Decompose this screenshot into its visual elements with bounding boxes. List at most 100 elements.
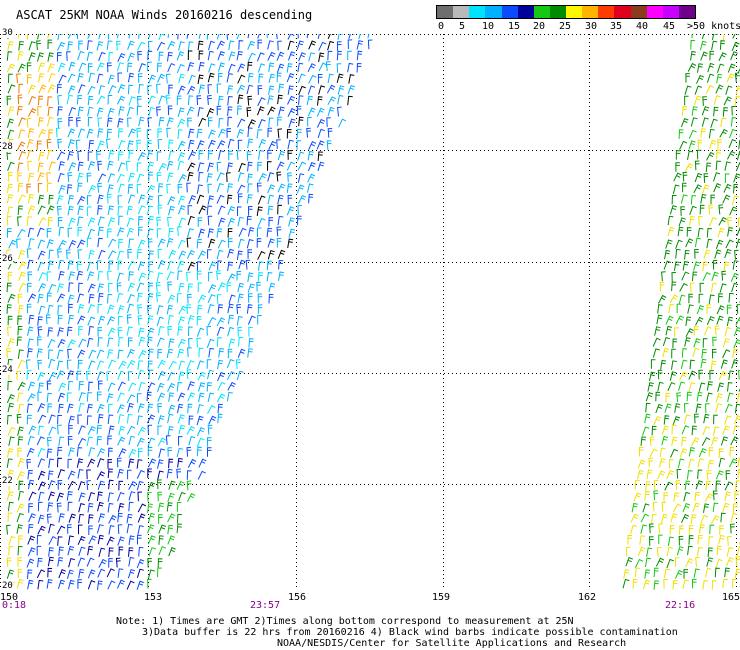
wind-barb	[47, 84, 56, 94]
wind-barb	[78, 492, 86, 502]
wind-barb	[226, 172, 231, 183]
wind-barb	[671, 281, 677, 292]
wind-barb	[137, 292, 143, 303]
wind-barb	[696, 546, 703, 557]
wind-barb	[675, 248, 681, 259]
wind-barb	[734, 415, 740, 425]
wind-barb	[16, 471, 25, 481]
wind-barb	[156, 305, 164, 315]
wind-barb	[176, 95, 182, 106]
wind-barb	[206, 34, 209, 40]
wind-barb	[688, 535, 694, 545]
wind-barb	[695, 403, 702, 414]
wind-barb	[78, 513, 85, 524]
wind-barb	[27, 84, 36, 94]
wind-barb	[697, 63, 703, 73]
wind-barb	[653, 567, 659, 578]
wind-barb	[227, 326, 235, 337]
wind-barb	[704, 493, 714, 503]
wind-barb	[297, 173, 305, 183]
wind-barb	[118, 425, 126, 436]
wind-barb	[88, 139, 95, 150]
wind-barb	[66, 326, 73, 337]
wind-barb	[198, 382, 206, 392]
wind-barb	[127, 72, 135, 83]
wind-barb	[168, 360, 177, 370]
wind-barb	[67, 470, 76, 480]
wind-barb	[238, 336, 244, 347]
wind-barb	[107, 228, 112, 239]
wind-barb	[86, 172, 92, 183]
wind-barb	[651, 425, 657, 436]
wind-barb	[198, 347, 204, 358]
wind-barb	[711, 34, 718, 41]
wind-barb	[188, 338, 193, 348]
wind-barb	[127, 303, 134, 314]
wind-barb	[128, 149, 134, 160]
wind-barb	[297, 151, 305, 161]
wind-barb	[207, 162, 214, 172]
wind-barb	[236, 316, 243, 326]
wind-barb	[695, 556, 700, 567]
wind-barb	[206, 173, 213, 183]
wind-barb	[227, 248, 235, 259]
wind-barb	[665, 239, 673, 249]
wind-barb	[683, 491, 691, 502]
wind-barb	[127, 128, 136, 138]
wind-barb	[731, 41, 740, 51]
wind-barb	[688, 525, 694, 535]
wind-barb	[714, 249, 722, 259]
wind-barb	[178, 174, 187, 183]
wind-barb	[688, 382, 696, 392]
wind-barb	[716, 315, 724, 325]
wind-barb	[136, 183, 142, 194]
wind-barb	[206, 326, 212, 336]
wind-barb	[657, 470, 666, 480]
wind-barb	[107, 468, 113, 479]
wind-barb	[57, 457, 62, 468]
wind-barb	[6, 216, 12, 226]
wind-barb	[177, 260, 185, 270]
wind-barb	[729, 128, 737, 139]
wind-barb	[248, 338, 254, 348]
wind-barb	[8, 535, 16, 546]
wind-barb	[706, 315, 715, 326]
wind-barb	[684, 85, 692, 95]
wind-barb	[266, 271, 273, 282]
wind-barb	[187, 293, 192, 304]
wind-barb	[256, 206, 263, 216]
wind-barb	[118, 448, 127, 458]
wind-barb	[147, 468, 152, 478]
wind-barb	[88, 360, 96, 370]
wind-barb	[156, 106, 161, 117]
wind-barb	[47, 260, 54, 271]
wind-barb	[136, 459, 143, 469]
wind-barb	[48, 249, 54, 260]
wind-barb	[136, 393, 142, 403]
wind-barb	[198, 117, 207, 127]
wind-barb	[16, 413, 22, 424]
wind-barb	[8, 239, 17, 249]
wind-barb	[643, 579, 651, 590]
wind-barb	[27, 579, 34, 590]
wind-barb	[137, 491, 143, 502]
wind-barb	[187, 85, 196, 95]
wind-barb	[734, 491, 739, 501]
wind-barb	[623, 569, 630, 579]
wind-barb	[16, 370, 21, 381]
wind-barb	[337, 106, 342, 117]
wind-barb	[16, 524, 23, 534]
wind-barb	[178, 73, 185, 84]
wind-barb	[97, 160, 103, 171]
wind-barb	[715, 403, 723, 413]
wind-barb	[186, 360, 195, 370]
wind-barb	[67, 403, 74, 414]
wind-barb	[136, 139, 141, 150]
wind-barb	[108, 359, 116, 369]
wind-barb	[107, 435, 112, 446]
wind-barb	[685, 238, 694, 248]
wind-barb	[87, 316, 96, 326]
wind-barb	[166, 160, 174, 171]
wind-barb	[645, 402, 651, 413]
wind-barb	[117, 195, 123, 205]
